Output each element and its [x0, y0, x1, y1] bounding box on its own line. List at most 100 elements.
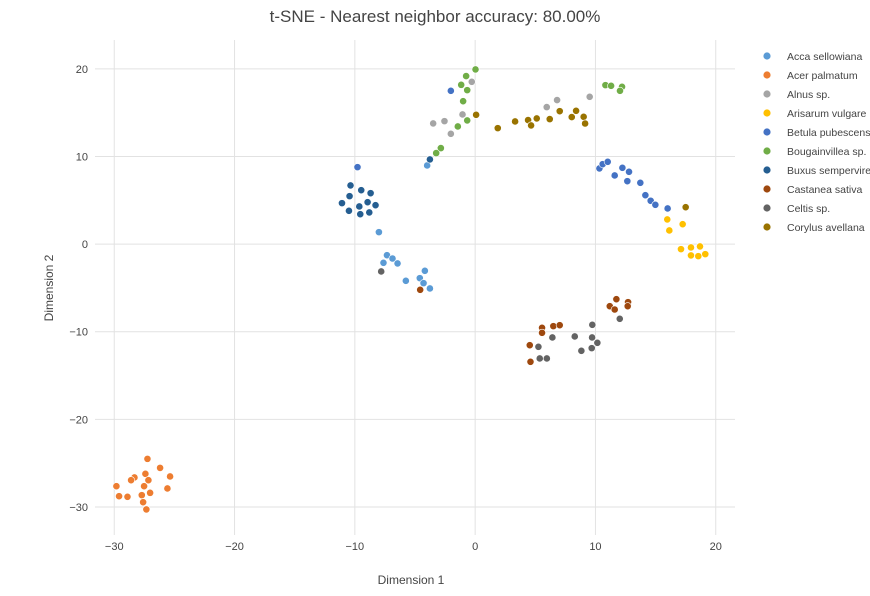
legend-label: Celtis sp. — [787, 203, 830, 215]
data-point — [467, 77, 476, 86]
data-point — [663, 215, 672, 224]
legend-marker — [763, 109, 771, 117]
data-point — [588, 320, 597, 329]
legend-label: Acca sellowiana — [787, 51, 862, 63]
legend-item[interactable]: Arisarum vulgare — [763, 108, 867, 120]
data-point — [377, 267, 386, 276]
data-point — [463, 116, 472, 125]
series-castanea-sativa — [416, 285, 632, 366]
data-point — [420, 266, 429, 275]
data-point — [453, 122, 462, 131]
data-point — [701, 250, 710, 259]
series-bougainvillea-sp- — [432, 65, 626, 158]
data-point — [585, 92, 594, 101]
data-point — [538, 328, 546, 337]
data-point — [526, 357, 535, 366]
data-point — [140, 482, 148, 491]
data-point — [615, 314, 624, 323]
data-point — [458, 110, 467, 119]
data-point — [388, 254, 397, 263]
legend-marker — [763, 128, 771, 136]
data-point — [457, 80, 466, 89]
data-point — [687, 251, 695, 260]
data-point — [463, 86, 472, 95]
data-point — [651, 200, 660, 209]
data-point — [163, 484, 172, 493]
data-point — [166, 472, 174, 481]
legend-marker — [763, 223, 771, 231]
legend-label: Corylus avellana — [787, 222, 865, 234]
data-point — [678, 220, 687, 229]
data-point — [416, 285, 425, 294]
x-tick-label: 0 — [472, 541, 478, 553]
data-point — [555, 321, 564, 330]
data-point — [527, 121, 535, 130]
grid: −30 −20 −10 0 10 20 −30 −20 −10 0 10 20 — [69, 40, 735, 553]
data-point — [446, 86, 455, 95]
data-point — [379, 258, 388, 267]
data-point — [553, 96, 561, 105]
data-point — [471, 65, 480, 74]
legend-label: Castanea sativa — [787, 184, 862, 196]
legend-item[interactable]: Acer palmatum — [763, 70, 858, 82]
data-point — [593, 338, 602, 347]
data-point — [446, 129, 455, 138]
data-point — [567, 113, 576, 121]
data-point — [355, 202, 364, 211]
data-point — [525, 341, 534, 350]
legend-item[interactable]: Betula pubescens — [763, 127, 870, 139]
data-point — [156, 463, 164, 472]
data-point — [493, 124, 502, 133]
legend-item[interactable]: Buxus sempervirens — [763, 165, 870, 177]
legend-marker — [763, 166, 771, 174]
series-acca-sellowiana — [375, 161, 434, 293]
legend-label: Arisarum vulgare — [787, 108, 867, 120]
series-alnus-sp- — [429, 77, 594, 138]
data-point — [144, 476, 153, 485]
data-point — [432, 149, 441, 158]
chart-title: t-SNE - Nearest neighbor accuracy: 80.00… — [270, 7, 601, 26]
series-betula-pubescens — [353, 86, 672, 213]
legend: Acca sellowiana Acer palmatum Alnus sp. Ari… — [763, 51, 870, 234]
legend-label: Bougainvillea sp. — [787, 146, 866, 158]
series-celtis-sp- — [377, 267, 624, 363]
legend-item[interactable]: Alnus sp. — [763, 89, 830, 101]
data-point — [581, 119, 590, 128]
points — [112, 65, 710, 514]
legend-item[interactable]: Bougainvillea sp. — [763, 146, 866, 158]
data-point — [127, 476, 135, 485]
data-point — [603, 157, 612, 166]
data-point — [426, 155, 434, 164]
data-point — [366, 189, 375, 198]
legend-marker — [763, 52, 771, 60]
legend-item[interactable]: Celtis sp. — [763, 203, 830, 215]
series-buxus-sempervirens — [338, 155, 434, 219]
data-point — [401, 276, 410, 285]
data-point — [610, 171, 619, 180]
data-point — [142, 505, 151, 514]
data-point — [436, 144, 445, 153]
x-tick-label: −30 — [105, 541, 124, 553]
data-point — [345, 192, 354, 201]
series-arisarum-vulgare — [663, 215, 710, 261]
data-point — [532, 114, 541, 123]
data-point — [681, 203, 690, 212]
legend-item[interactable]: Acca sellowiana — [763, 51, 862, 63]
data-point — [545, 115, 554, 124]
data-point — [393, 259, 402, 268]
data-point — [616, 86, 624, 95]
data-point — [146, 488, 154, 497]
data-point — [462, 72, 471, 80]
y-tick-label: 20 — [76, 64, 88, 76]
legend-label: Buxus sempervirens — [787, 165, 870, 177]
legend-item[interactable]: Castanea sativa — [763, 184, 862, 196]
data-point — [143, 454, 152, 463]
legend-item[interactable]: Corylus avellana — [763, 222, 865, 234]
y-tick-label: −30 — [69, 502, 88, 514]
data-point — [623, 302, 632, 311]
data-point — [623, 177, 632, 186]
data-point — [426, 284, 434, 293]
data-point — [363, 198, 372, 207]
data-point — [356, 210, 365, 219]
